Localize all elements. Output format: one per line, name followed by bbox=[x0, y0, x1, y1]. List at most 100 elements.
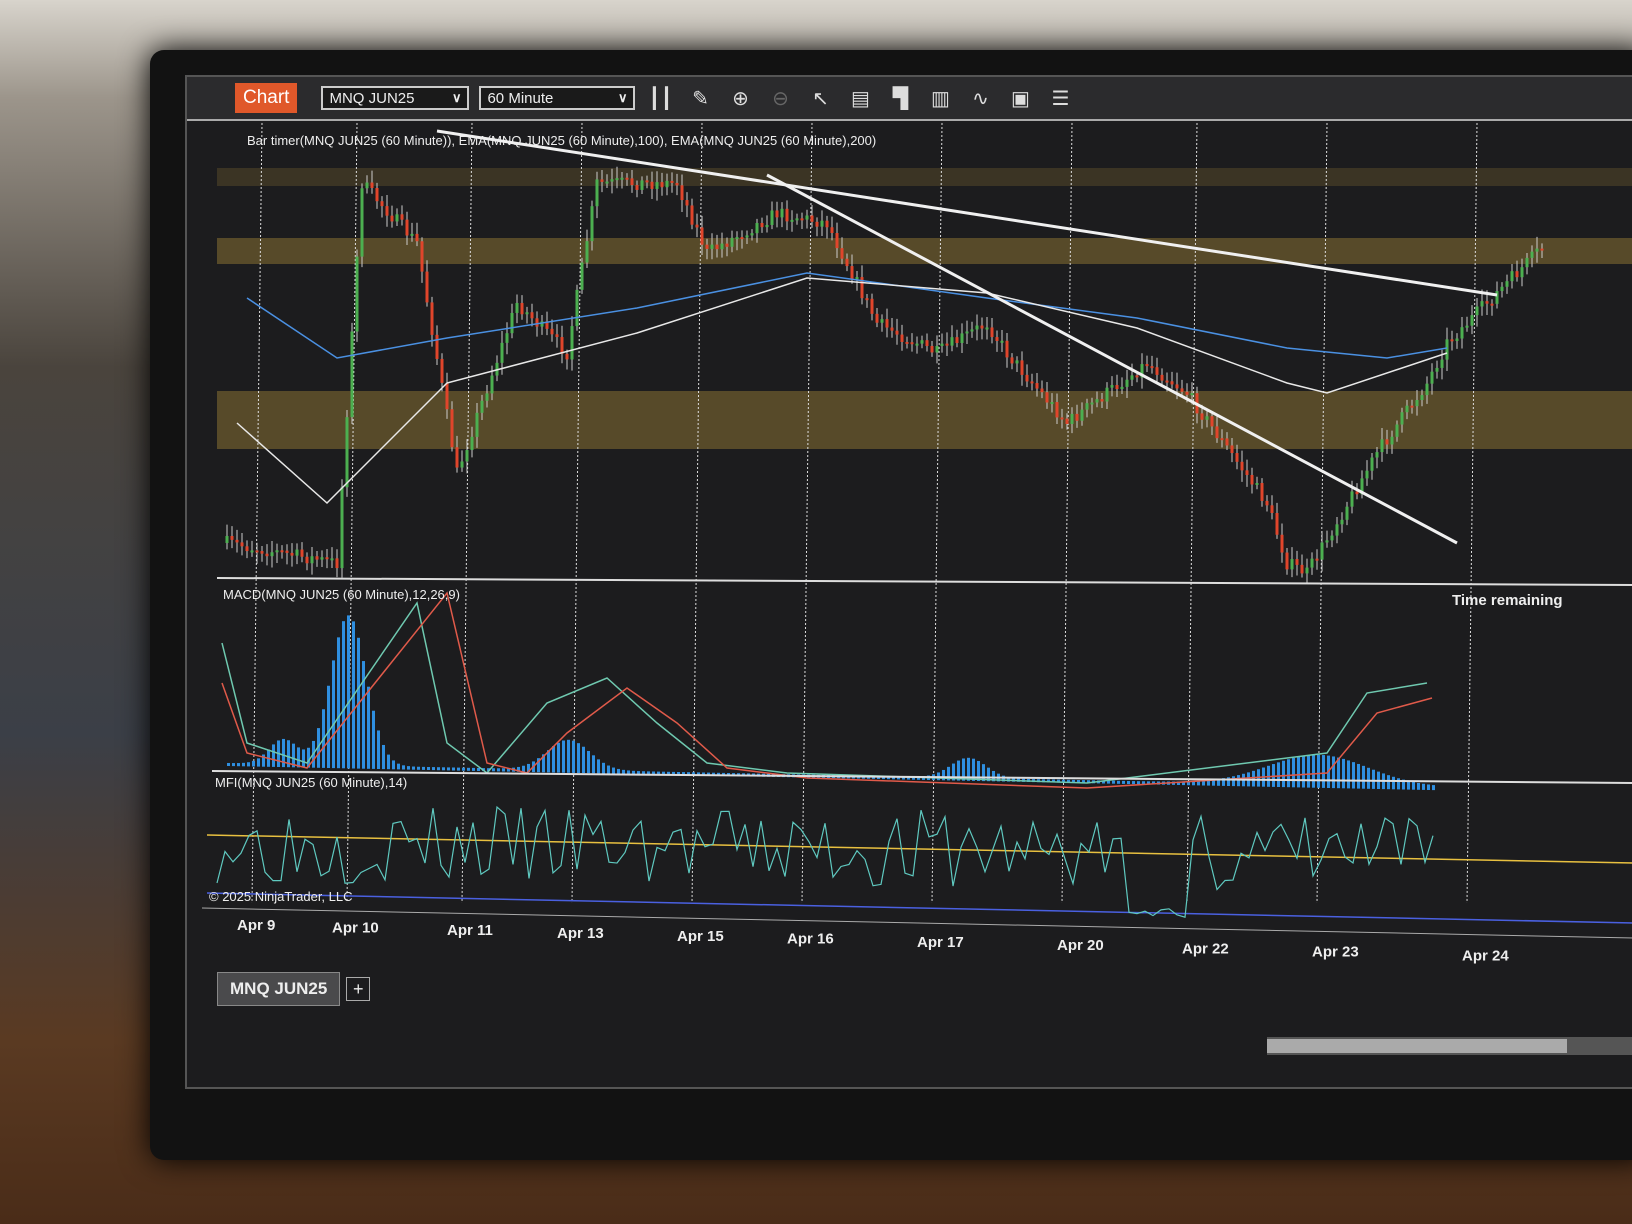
candle-body bbox=[1475, 306, 1479, 316]
candle-body bbox=[545, 321, 549, 329]
candle-body bbox=[565, 353, 569, 360]
candle-body bbox=[1055, 402, 1059, 418]
horizontal-scrollbar[interactable] bbox=[1267, 1037, 1632, 1055]
macd-histogram-bar bbox=[682, 772, 685, 776]
candle-body bbox=[1165, 380, 1169, 383]
zoom-in-icon[interactable]: ⊕ bbox=[732, 87, 749, 110]
candle-body bbox=[1420, 395, 1424, 401]
macd-histogram-bar bbox=[1217, 778, 1220, 786]
candle-body bbox=[245, 546, 249, 552]
candle-body bbox=[1510, 271, 1514, 282]
data-box-icon[interactable]: ▤ bbox=[851, 87, 870, 110]
interval-selector[interactable]: 60 Minute ∨ bbox=[479, 86, 636, 110]
candle-body bbox=[1225, 438, 1229, 446]
candle-body bbox=[275, 550, 279, 553]
properties-icon[interactable]: ▜ bbox=[892, 87, 909, 110]
macd-histogram-bar bbox=[242, 762, 245, 767]
macd-histogram-bar bbox=[697, 772, 700, 776]
candle-body bbox=[1230, 445, 1234, 454]
time-remaining-label: Time remaining bbox=[1452, 592, 1563, 609]
candle-body bbox=[605, 181, 609, 184]
indicators-icon[interactable]: ▥ bbox=[931, 87, 950, 110]
candle-body bbox=[990, 327, 994, 338]
candle-body bbox=[1140, 364, 1144, 378]
candle-body bbox=[985, 327, 989, 330]
macd-histogram-bar bbox=[462, 767, 465, 771]
chart-canvas[interactable]: Bar timer(MNQ JUN25 (60 Minute)), EMA(MN… bbox=[187, 123, 1632, 1083]
candle-body bbox=[1095, 399, 1099, 403]
candle-body bbox=[650, 181, 654, 189]
macd-histogram-bar bbox=[262, 754, 265, 767]
macd-histogram-bar bbox=[987, 767, 990, 782]
candle-body bbox=[735, 237, 739, 240]
candle-body bbox=[305, 556, 309, 564]
macd-panel-label: MACD(MNQ JUN25 (60 Minute),12,26,9) bbox=[223, 587, 460, 602]
instrument-selector[interactable]: MNQ JUN25 ∨ bbox=[321, 86, 470, 110]
macd-panel-divider[interactable] bbox=[216, 577, 1632, 586]
candle-body bbox=[1235, 453, 1239, 462]
candle-body bbox=[785, 208, 789, 222]
macd-histogram-bar bbox=[422, 766, 425, 770]
candle-body bbox=[955, 337, 959, 343]
add-tab-button[interactable]: + bbox=[346, 977, 371, 1001]
candle-body bbox=[515, 302, 519, 313]
pencil-icon[interactable]: ✎ bbox=[692, 87, 709, 110]
strategies-icon[interactable]: ∿ bbox=[972, 87, 989, 110]
chart-menu-button[interactable]: Chart bbox=[235, 83, 298, 113]
candle-body bbox=[670, 180, 674, 183]
macd-histogram-bar bbox=[1332, 756, 1335, 789]
macd-histogram-bar bbox=[597, 759, 600, 774]
candle-body bbox=[1445, 339, 1449, 360]
macd-histogram-bar bbox=[1402, 779, 1405, 790]
candle-body bbox=[465, 450, 469, 462]
macd-histogram-bar bbox=[702, 772, 705, 776]
macd-histogram-bar bbox=[1372, 769, 1375, 789]
candle-body bbox=[265, 553, 269, 557]
macd-histogram-bar bbox=[942, 769, 945, 781]
candle-body bbox=[330, 558, 334, 561]
candle-body bbox=[1380, 439, 1384, 453]
candle-body bbox=[1430, 371, 1434, 384]
candle-body bbox=[1240, 461, 1244, 471]
candle-body bbox=[740, 237, 744, 240]
candle-body bbox=[760, 222, 764, 228]
macd-histogram-bar bbox=[282, 738, 285, 768]
candle-body bbox=[375, 187, 379, 202]
chart-toolbar: Chart MNQ JUN25 ∨ 60 Minute ∨ ┃┃ ✎ ⊕ ⊖ ↖ ▤… bbox=[187, 77, 1632, 121]
candle-body bbox=[1265, 500, 1269, 506]
templates-icon[interactable]: ▣ bbox=[1011, 87, 1030, 110]
candle-body bbox=[540, 321, 544, 327]
menu-list-icon[interactable]: ☰ bbox=[1051, 87, 1070, 110]
candle-body bbox=[1205, 416, 1209, 420]
candle-body bbox=[1025, 374, 1029, 382]
macd-histogram-bar bbox=[1152, 781, 1155, 785]
tab-mnq-jun25[interactable]: MNQ JUN25 bbox=[217, 972, 341, 1006]
candle-body bbox=[645, 180, 649, 183]
macd-histogram-bar bbox=[712, 772, 715, 776]
macd-histogram-bar bbox=[452, 767, 455, 771]
zoom-out-icon[interactable]: ⊖ bbox=[772, 87, 789, 110]
candle-body bbox=[900, 334, 904, 342]
candle-body bbox=[280, 550, 284, 553]
macd-histogram-bar bbox=[622, 769, 625, 774]
mfi-panel-divider[interactable] bbox=[211, 770, 1632, 784]
candle-body bbox=[430, 302, 434, 335]
candle-body bbox=[915, 343, 919, 346]
trendline-lower bbox=[766, 173, 1458, 545]
candle-body bbox=[355, 256, 359, 332]
macd-histogram-bar bbox=[477, 767, 480, 771]
candle-body bbox=[1280, 534, 1284, 553]
bar-type-icon[interactable]: ┃┃ bbox=[648, 87, 673, 110]
candle-body bbox=[590, 206, 594, 242]
candle-body bbox=[1100, 399, 1104, 402]
macd-histogram-bar bbox=[677, 771, 680, 775]
candle-body bbox=[910, 342, 914, 345]
candle-body bbox=[1390, 436, 1394, 445]
scrollbar-thumb[interactable] bbox=[1267, 1039, 1567, 1053]
candle-body bbox=[830, 227, 834, 234]
candle-body bbox=[550, 328, 554, 335]
macd-histogram-bar bbox=[1322, 755, 1325, 788]
macd-histogram-bar bbox=[1117, 780, 1120, 784]
pointer-icon[interactable]: ↖ bbox=[812, 87, 829, 110]
macd-histogram-bar bbox=[892, 776, 895, 780]
